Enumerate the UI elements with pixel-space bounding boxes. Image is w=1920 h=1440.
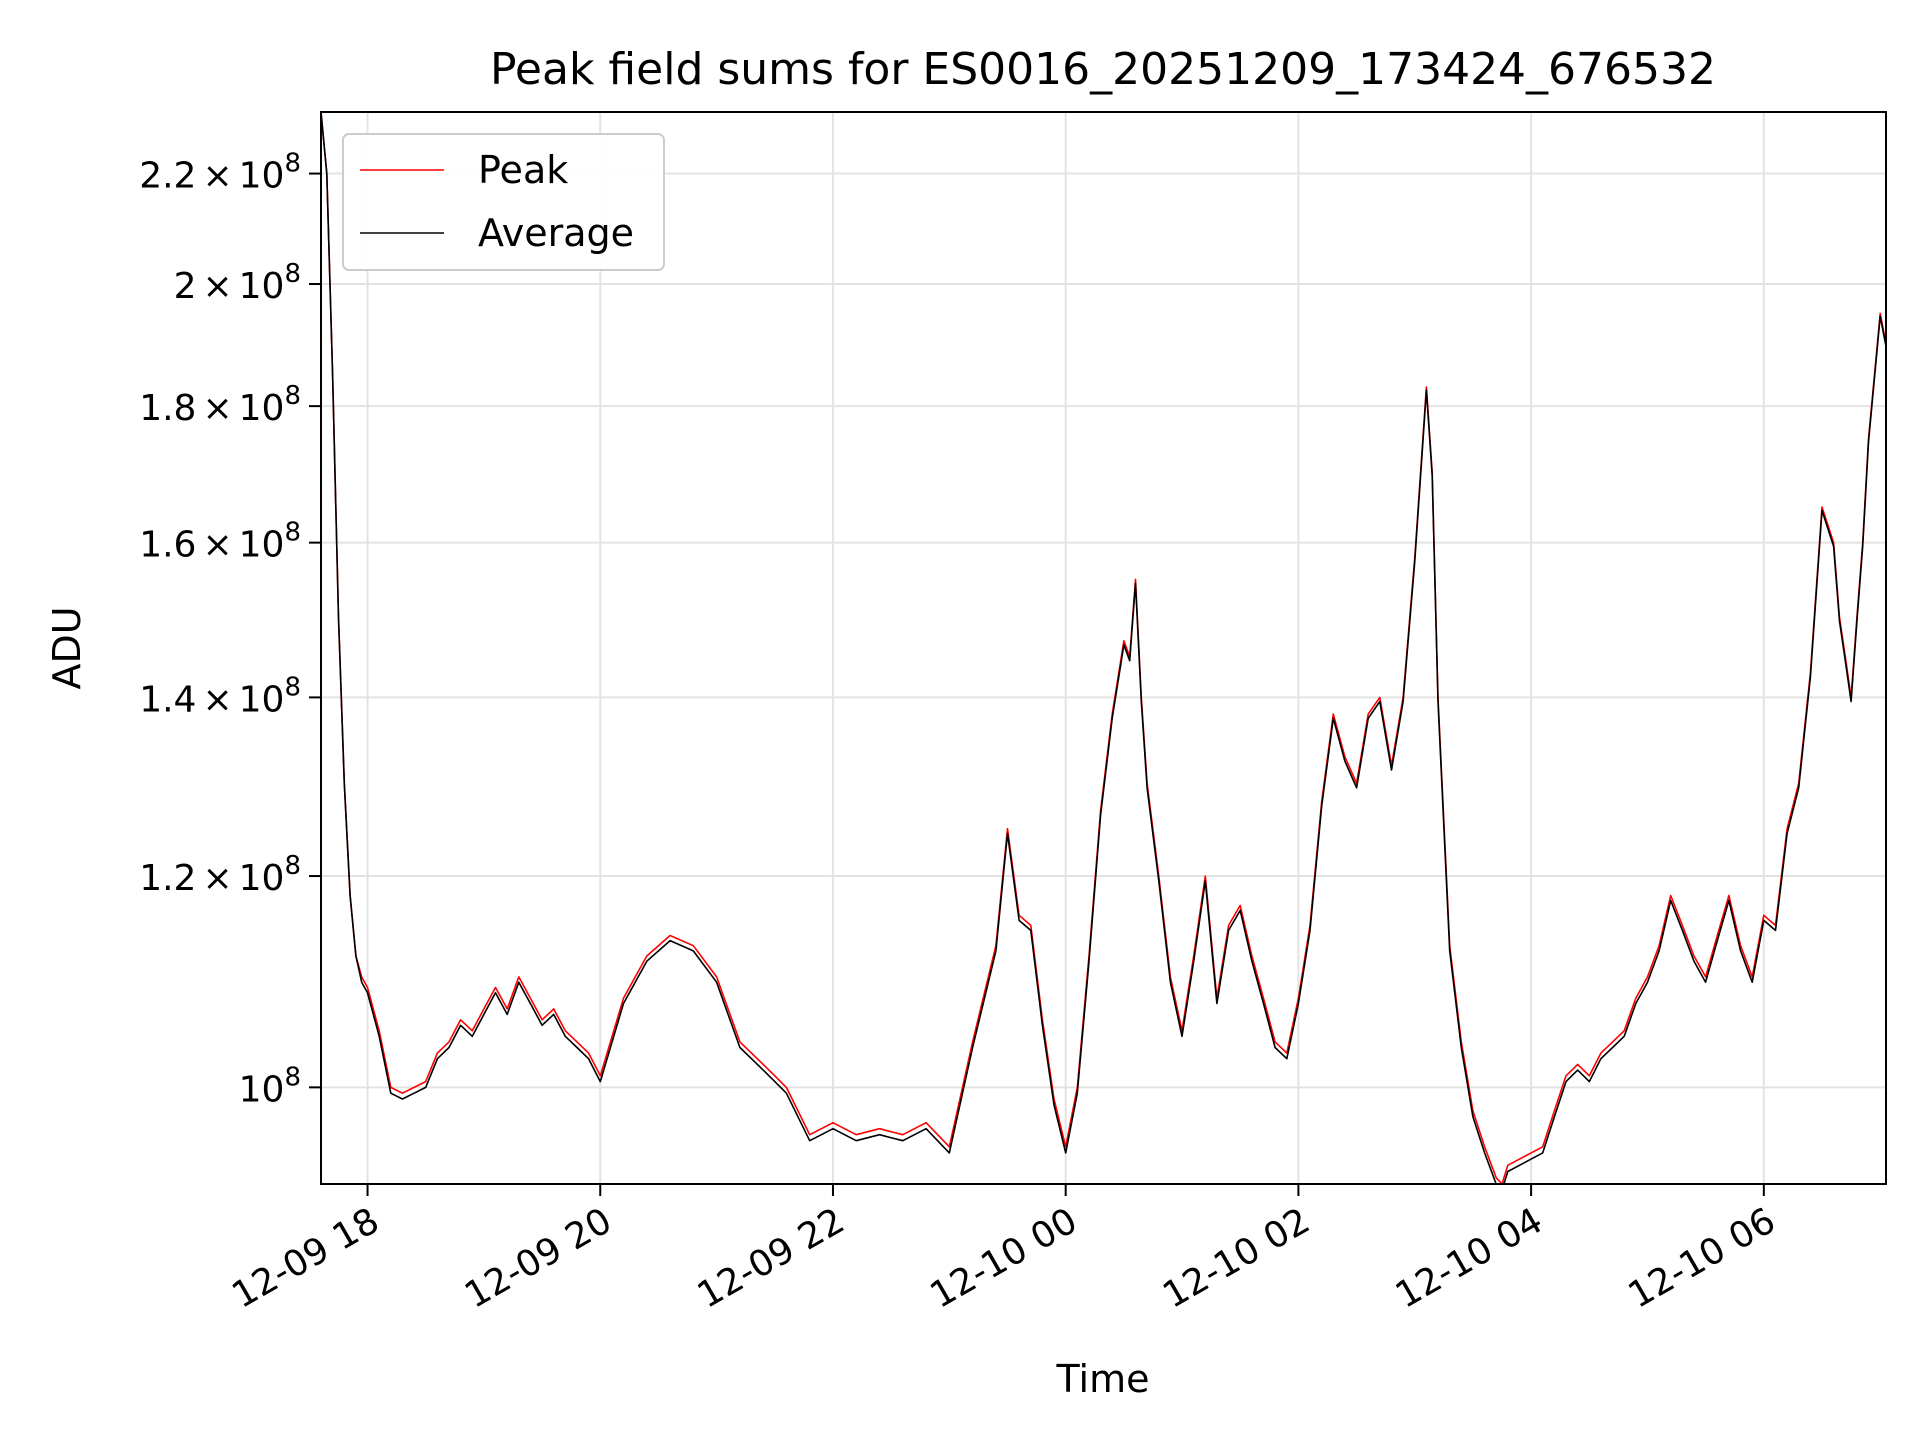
y-axis-label: ADU [45,606,89,689]
y-tick-mantissa: 1.6 [139,525,196,566]
y-tick-label: 108 [239,1062,301,1110]
series-line-average [321,112,1886,1184]
y-tick-label: 2 × 108 [174,259,301,307]
y-tick-mantissa: 2.2 [139,156,196,197]
legend: Peak Average [342,133,665,271]
y-tick-exponent: 8 [284,672,301,702]
series-layer [321,112,1886,1184]
y-tick-label: 2.2 × 108 [139,149,301,197]
legend-label-average: Average [478,211,634,255]
y-tick-mantissa: 2 [174,266,197,307]
y-tick-exponent: 8 [284,259,301,289]
chart-title: Peak field sums for ES0016_20251209_1734… [490,44,1716,95]
y-tick-label: 1.8 × 108 [139,381,301,429]
y-tick-exponent: 8 [284,149,301,179]
y-tick-mantissa: 1.4 [139,679,196,720]
x-axis-label: Time [1056,1357,1150,1401]
plot-area-frame [320,111,1887,1185]
y-tick-exponent: 8 [284,1062,301,1092]
grid [321,112,1886,1184]
y-tick-exponent: 8 [284,381,301,411]
y-tick-label: 1.6 × 108 [139,518,301,566]
y-tick-mantissa: 1.8 [139,388,196,429]
legend-box [342,133,665,271]
y-tick-label: 1.4 × 108 [139,672,301,720]
y-tick-exponent: 8 [284,518,301,548]
y-tick-label: 1.2 × 108 [139,851,301,899]
y-tick-exponent: 8 [284,851,301,881]
legend-label-peak: Peak [478,148,568,192]
y-axis: 108 1.2 × 108 1.4 × 108 1.6 × 108 1.8 × 108 2 × 108 2.2 ×… [139,149,321,1110]
y-tick-mantissa: 1.2 [139,858,196,899]
